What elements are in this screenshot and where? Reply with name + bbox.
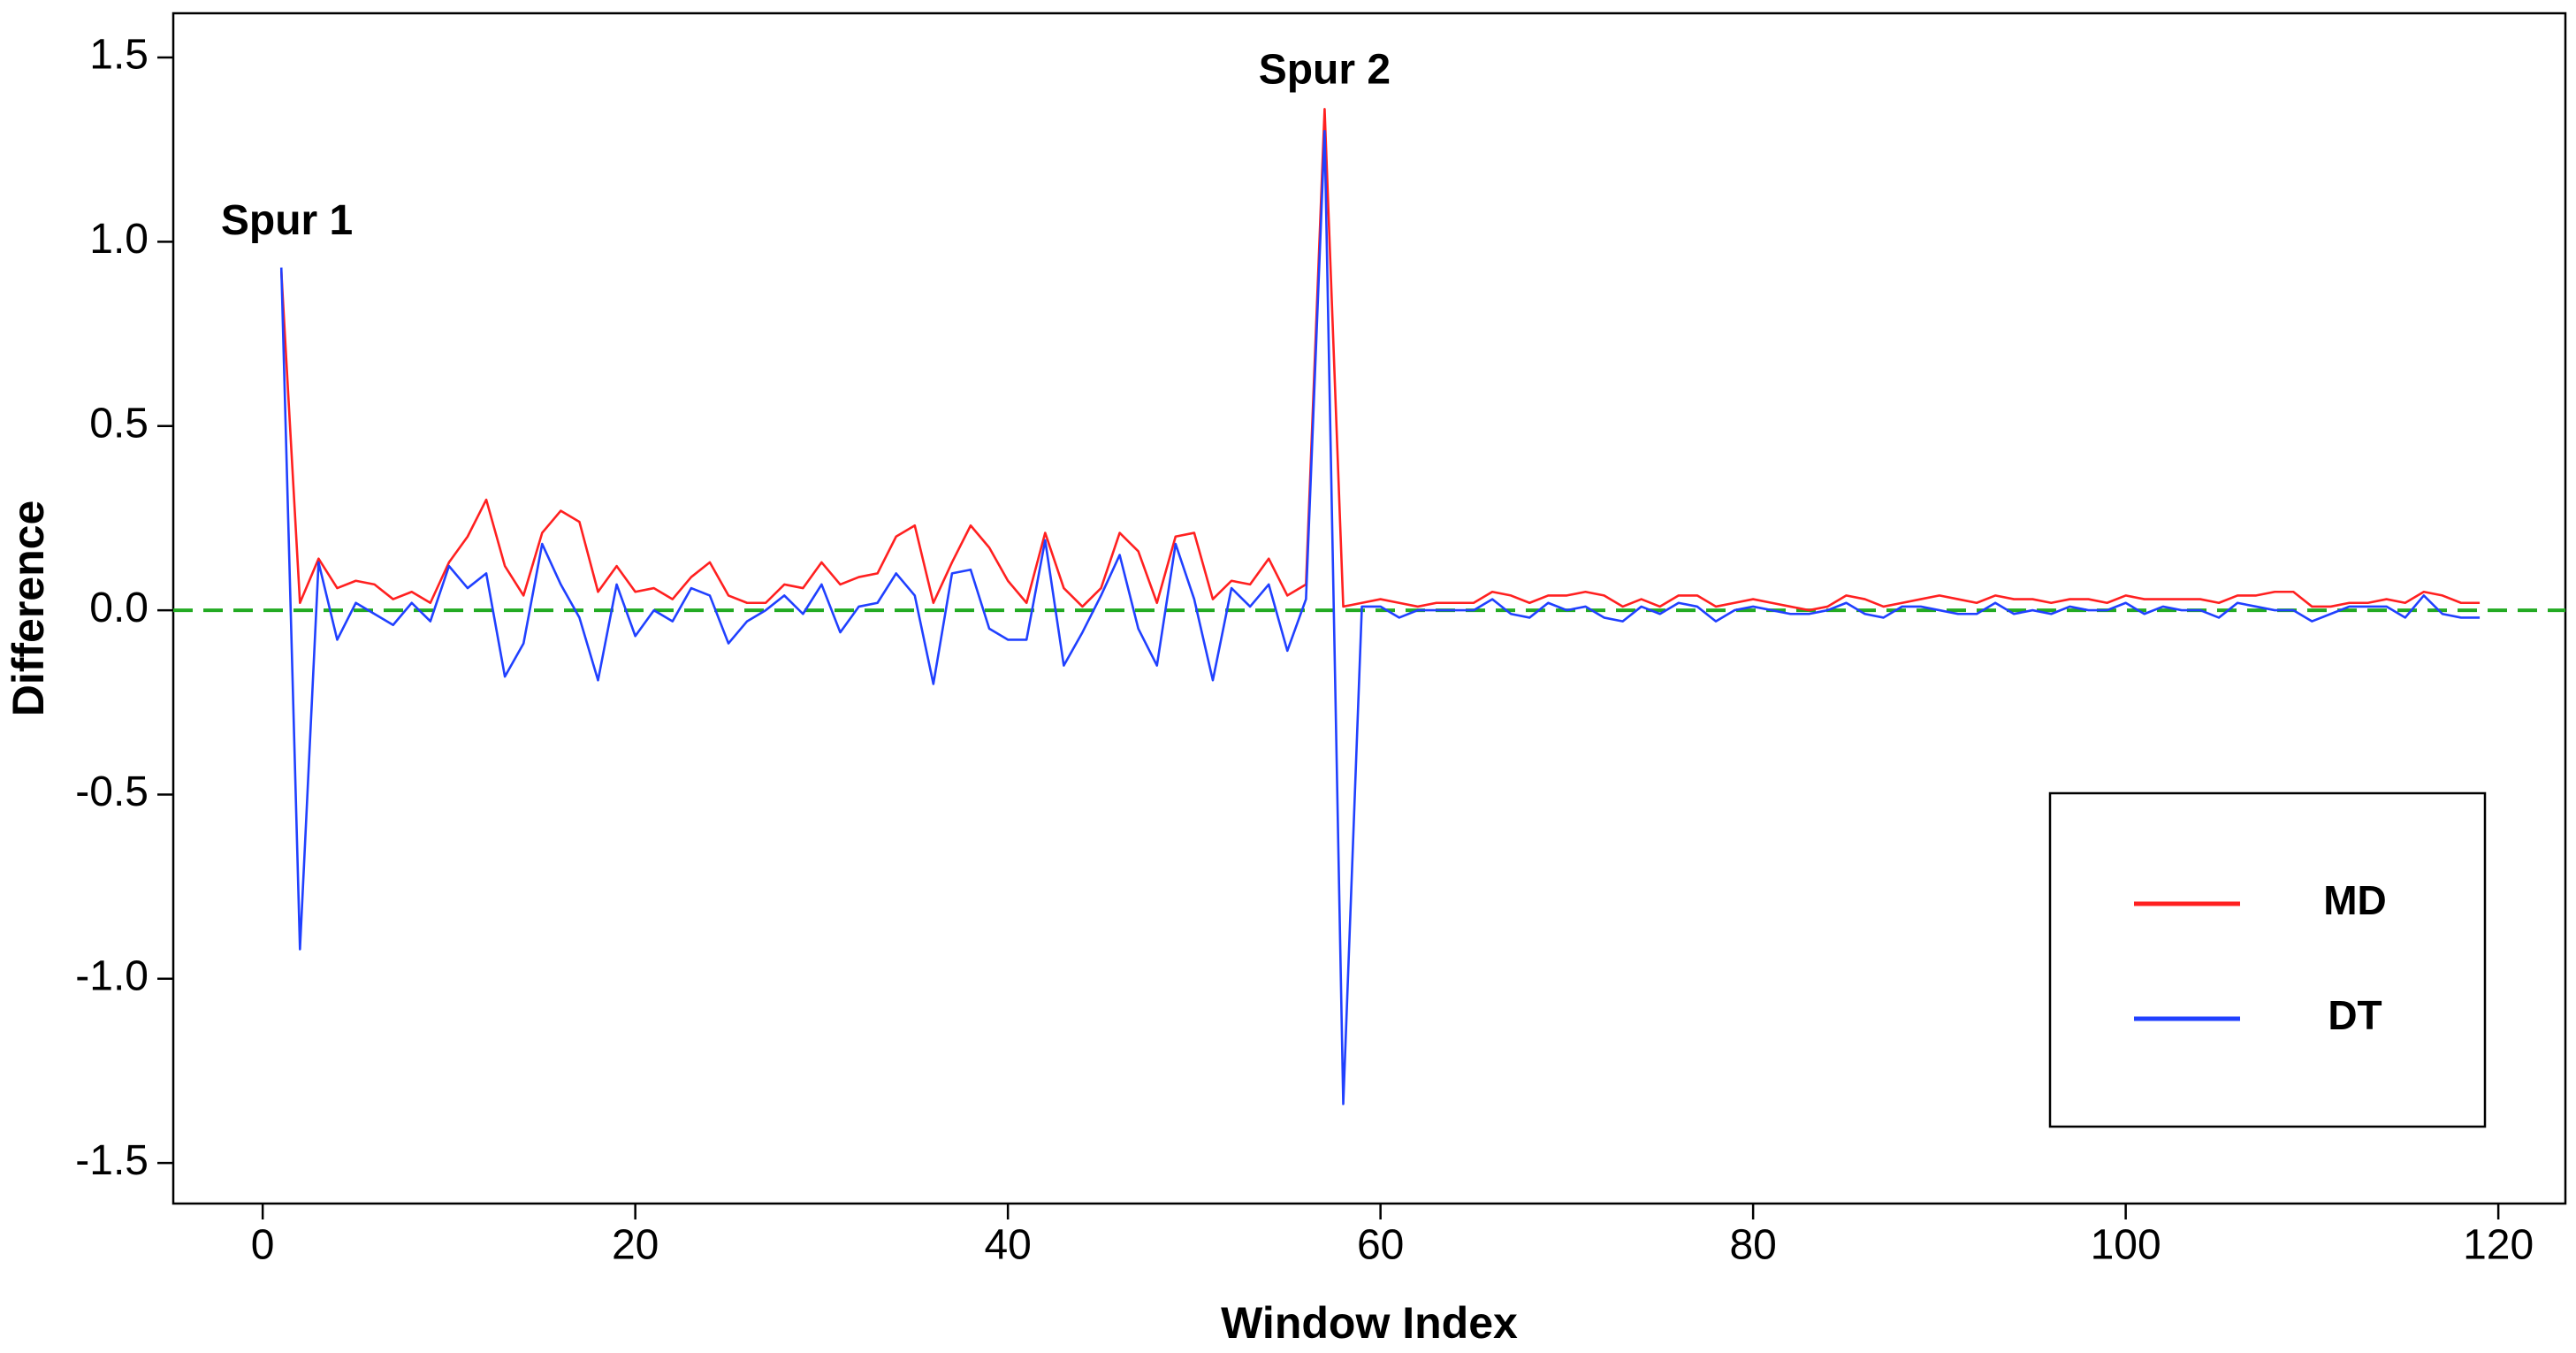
x-axis-title: Window Index <box>1221 1298 1518 1348</box>
y-tick-label: -1.5 <box>75 1137 149 1184</box>
x-tick-label: 80 <box>1729 1222 1776 1269</box>
y-tick-label: -0.5 <box>75 768 149 815</box>
y-tick-label: 1.5 <box>89 32 149 79</box>
x-tick-label: 120 <box>2463 1222 2534 1269</box>
y-tick-label: -1.0 <box>75 952 149 999</box>
plot-frame <box>171 11 2567 1205</box>
y-axis-title: Difference <box>4 501 53 717</box>
annotation: Spur 2 <box>1259 46 1391 93</box>
y-tick-label: 0.0 <box>89 585 149 631</box>
annotation: Spur 1 <box>221 197 353 244</box>
y-tick-label: 0.5 <box>89 400 149 447</box>
series-line <box>279 130 2481 1105</box>
series-line <box>279 108 2481 612</box>
y-tick-label: 1.0 <box>89 216 149 263</box>
legend: MD DT <box>2048 791 2487 1128</box>
legend-label: DT <box>2328 992 2382 1038</box>
legend-box <box>2048 791 2487 1128</box>
x-tick-label: 100 <box>2091 1222 2161 1269</box>
legend-label: MD <box>2323 877 2387 923</box>
x-tick-label: 60 <box>1357 1222 1404 1269</box>
x-tick-label: 40 <box>984 1222 1031 1269</box>
x-tick-label: 20 <box>612 1222 659 1269</box>
x-tick-label: 0 <box>251 1222 275 1269</box>
